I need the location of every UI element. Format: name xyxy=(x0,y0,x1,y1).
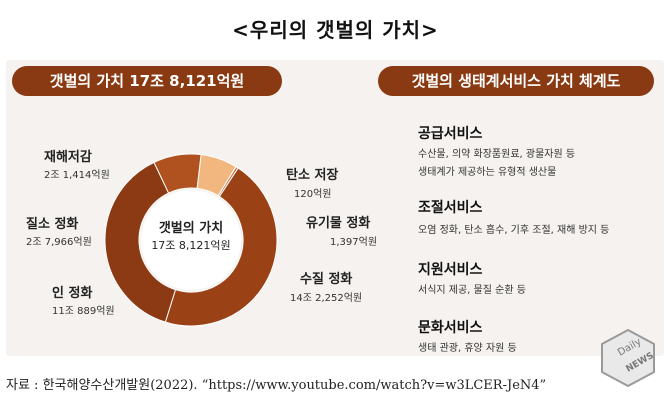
label-carbon: 탄소 저장 xyxy=(286,168,339,183)
services-header: 갯벌의 생태계서비스 가치 체계도 xyxy=(378,66,654,96)
chart-header: 갯벌의 가치 17조 8,121억원 xyxy=(12,66,282,96)
service-supply-desc2: 생태계가 제공하는 유형적 생산물 xyxy=(418,167,557,178)
service-regulating-title: 조절서비스 xyxy=(418,200,483,216)
value-disaster: 2조 1,414억원 xyxy=(44,170,110,181)
service-supply-desc1: 수산물, 의약 화장품원료, 광물자원 등 xyxy=(418,149,576,160)
label-phosphorus: 인 정화 xyxy=(52,286,93,301)
value-carbon: 120억원 xyxy=(294,189,332,200)
label-disaster: 재해저감 xyxy=(44,150,92,165)
source-citation: 자료 : 한국해양수산개발원(2022). “https://www.youtu… xyxy=(6,378,547,393)
service-regulating-desc: 오염 정화, 탄소 흡수, 기후 조절, 재해 방지 등 xyxy=(418,225,610,236)
label-nitrogen: 질소 정화 xyxy=(26,217,79,232)
daily-news-logo: Daily NEWS xyxy=(601,328,656,388)
service-supporting-desc: 서식지 제공, 물질 순환 등 xyxy=(418,285,526,296)
value-water: 14조 2,252억원 xyxy=(290,293,363,304)
value-phosphorus: 11조 889억원 xyxy=(52,306,115,317)
service-supporting-title: 지원서비스 xyxy=(418,262,483,278)
label-water: 수질 정화 xyxy=(300,272,353,287)
center-label-line2: 17조 8,121억원 xyxy=(151,239,230,252)
slice-phosphorus xyxy=(104,161,177,323)
donut-hole xyxy=(141,190,241,290)
value-nitrogen: 2조 7,966억원 xyxy=(26,237,92,248)
service-cultural-desc: 생태 관광, 휴양 자원 등 xyxy=(418,343,517,354)
slice-disaster xyxy=(196,154,237,197)
service-supply-title: 공급서비스 xyxy=(418,126,483,142)
center-label-line1: 갯벌의 가치 xyxy=(159,220,223,236)
page-title: <우리의 갯벌의 가치> xyxy=(232,18,439,42)
value-organic: 1,397억원 xyxy=(330,237,378,248)
slice-water xyxy=(164,167,278,327)
service-cultural-title: 문화서비스 xyxy=(418,320,483,336)
label-organic: 유기물 정화 xyxy=(306,216,371,231)
